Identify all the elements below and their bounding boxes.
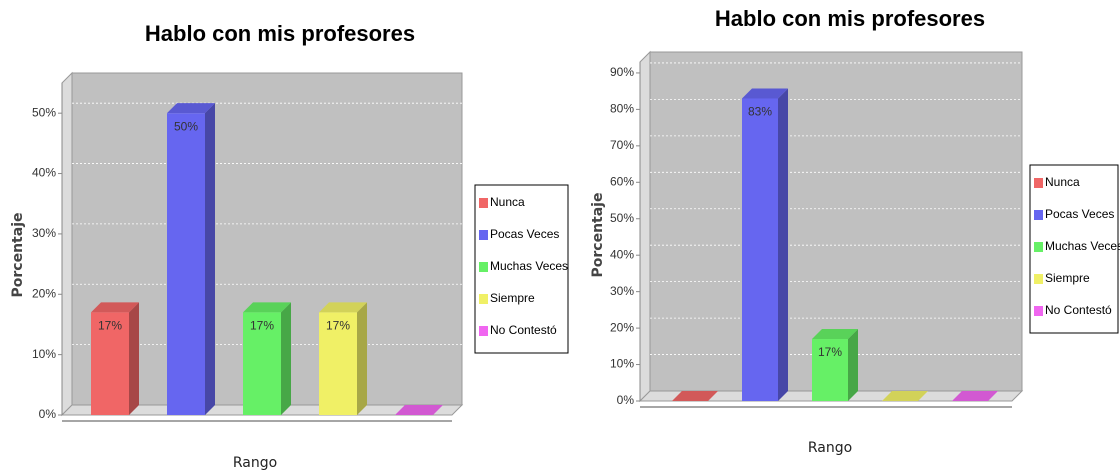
y-tick-label: 20% (610, 320, 634, 334)
legend (1029, 164, 1119, 334)
bar-side-shade (778, 88, 788, 402)
bar-top-shade (882, 391, 928, 401)
bar-side-shade (848, 329, 858, 401)
bar-top (952, 391, 998, 401)
bar-top-shade (243, 302, 291, 313)
bar-top-shade (91, 302, 139, 313)
y-tick-label: 90% (610, 65, 634, 79)
legend-label: Siempre (1045, 271, 1090, 285)
legend-swatch (479, 262, 488, 272)
bar-top (812, 329, 858, 340)
bar-top (672, 391, 718, 401)
y-tick-label: 50% (32, 105, 56, 119)
legend-swatch (479, 198, 488, 208)
y-tick-label: 30% (610, 284, 634, 298)
y-tick-label: 10% (610, 357, 634, 371)
chart-title: Hablo con mis profesores (715, 6, 985, 31)
legend-swatch (479, 326, 488, 336)
bar-side (778, 88, 788, 402)
bar-side-shade (129, 302, 139, 415)
value-label: 83% (748, 105, 772, 119)
bar-top (167, 103, 215, 114)
legend-swatch (479, 294, 488, 304)
legend-label: No Contestó (1045, 303, 1112, 317)
bar-top-shade (952, 391, 998, 401)
bar-top (91, 302, 139, 313)
value-label: 17% (326, 319, 350, 333)
legend (474, 184, 569, 354)
legend-label: Nunca (1045, 175, 1080, 189)
bar (91, 312, 129, 415)
legend-swatch (1034, 178, 1043, 188)
value-label: 17% (818, 345, 842, 359)
legend-swatch (1034, 210, 1043, 220)
bar (812, 339, 848, 401)
x-axis-label: Rango (808, 440, 852, 456)
legend-label: Nunca (490, 195, 525, 209)
y-tick-label: 0% (617, 393, 635, 407)
bar-side (357, 302, 367, 415)
bar-top (882, 391, 928, 401)
y-tick-label: 0% (39, 407, 57, 421)
bar-top-shade (812, 329, 858, 340)
bar (167, 113, 205, 415)
value-label: 50% (174, 119, 198, 133)
bar (319, 312, 357, 415)
x-axis-label: Rango (233, 455, 277, 471)
y-tick-label: 30% (32, 226, 56, 240)
y-tick-label: 70% (610, 138, 634, 152)
bar-top (243, 302, 291, 313)
bar-side (281, 302, 291, 415)
legend-label: Muchas Veces (1045, 239, 1120, 253)
legend-label: Pocas Veces (490, 227, 559, 241)
bar-top (319, 302, 367, 313)
legend-label: Siempre (490, 291, 535, 305)
y-tick-label: 80% (610, 102, 634, 116)
bar-top-shade (395, 405, 443, 415)
y-axis-label: Porcentaje (590, 193, 606, 278)
bar-side-shade (357, 302, 367, 415)
y-tick-label: 40% (610, 247, 634, 261)
bar-side-shade (205, 103, 215, 415)
y-tick-label: 60% (610, 174, 634, 188)
bar-top (395, 405, 443, 415)
bar (243, 312, 281, 415)
left-wall (639, 50, 651, 403)
chart-title: Hablo con mis profesores (145, 21, 415, 46)
bar-top-shade (742, 88, 788, 99)
bar-top-shade (167, 103, 215, 114)
y-tick-label: 10% (32, 347, 56, 361)
y-axis-label: Porcentaje (10, 213, 26, 298)
value-label: 17% (98, 319, 122, 333)
bar (742, 98, 778, 402)
legend-label: No Contestó (490, 323, 557, 337)
bar-top-shade (672, 391, 718, 401)
legend-swatch (1034, 242, 1043, 252)
y-tick-label: 50% (610, 211, 634, 225)
left-wall (61, 71, 73, 417)
legend-swatch (1034, 274, 1043, 284)
bar-top (742, 88, 788, 99)
legend-swatch (479, 230, 488, 240)
y-tick-label: 40% (32, 166, 56, 180)
value-label: 17% (250, 319, 274, 333)
bar-side (848, 329, 858, 401)
legend-label: Muchas Veces (490, 259, 568, 273)
legend-label: Pocas Veces (1045, 207, 1114, 221)
legend-swatch (1034, 306, 1043, 316)
bar-side (205, 103, 215, 415)
bar-top-shade (319, 302, 367, 313)
bar-side (129, 302, 139, 415)
y-tick-label: 20% (32, 286, 56, 300)
bar-side-shade (281, 302, 291, 415)
